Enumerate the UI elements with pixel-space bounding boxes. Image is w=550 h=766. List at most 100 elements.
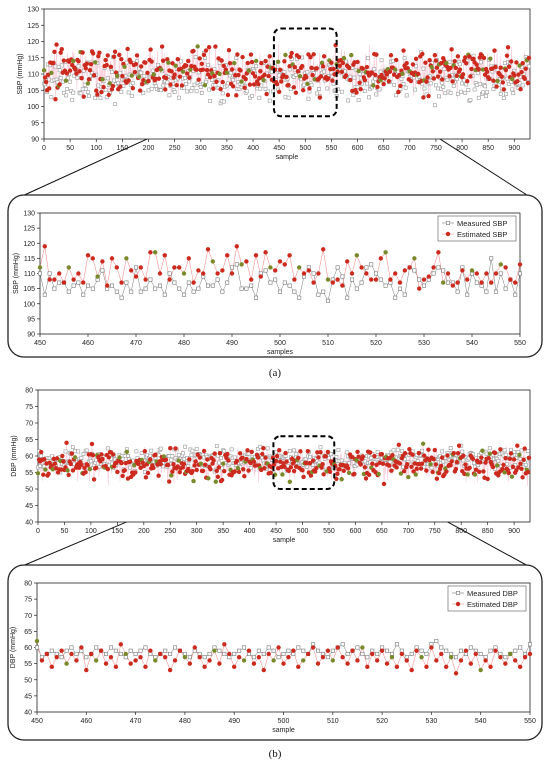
point-measured xyxy=(282,280,287,285)
legend-marker-estimated xyxy=(445,231,451,237)
point-estimated xyxy=(349,52,354,58)
point-measured xyxy=(220,289,225,294)
point-estimated xyxy=(450,79,455,84)
point-measured xyxy=(206,283,211,288)
point-measured xyxy=(465,292,470,297)
point-estimated xyxy=(517,452,522,458)
point-measured xyxy=(478,60,483,65)
point-estimated xyxy=(292,64,298,70)
point-measured xyxy=(325,655,330,660)
point-estimated xyxy=(326,466,332,471)
point-measured xyxy=(138,289,143,294)
point-estimated xyxy=(262,465,267,471)
point-measured xyxy=(339,458,344,463)
point-estimated xyxy=(256,654,262,660)
point-estimated xyxy=(204,67,210,73)
y-tick-label: 125 xyxy=(23,226,35,233)
point-estimated xyxy=(296,455,301,461)
point-estimated xyxy=(203,48,209,53)
point-estimated xyxy=(381,81,386,87)
point-estimated xyxy=(66,265,72,270)
point-estimated xyxy=(133,658,138,663)
point-measured xyxy=(214,444,219,449)
point-measured xyxy=(503,286,508,291)
y-tick-label: 55 xyxy=(25,470,33,477)
legend-label-estimated: Estimated SBP xyxy=(457,230,507,239)
point-estimated xyxy=(267,54,272,59)
point-estimated xyxy=(460,72,466,77)
point-estimated xyxy=(508,451,514,456)
point-measured xyxy=(274,450,278,455)
point-measured xyxy=(182,457,186,461)
point-estimated xyxy=(165,462,171,468)
point-estimated xyxy=(244,259,249,264)
point-measured xyxy=(182,292,187,297)
point-estimated xyxy=(468,661,474,666)
point-estimated xyxy=(463,648,469,653)
point-estimated xyxy=(513,280,518,285)
point-estimated xyxy=(59,467,64,472)
y-tick-label: 95 xyxy=(31,120,39,127)
point-estimated xyxy=(49,664,54,670)
point-measured xyxy=(230,265,235,270)
point-estimated xyxy=(191,280,196,285)
point-estimated xyxy=(216,56,221,61)
point-measured xyxy=(468,645,473,650)
point-measured xyxy=(498,271,503,276)
point-estimated xyxy=(320,461,325,467)
point-estimated xyxy=(232,469,237,474)
point-measured xyxy=(168,651,173,656)
point-estimated xyxy=(143,664,148,670)
point-estimated xyxy=(220,268,225,273)
point-estimated xyxy=(249,277,254,282)
point-measured xyxy=(257,95,262,100)
point-estimated xyxy=(373,277,379,282)
point-measured xyxy=(375,449,380,454)
point-estimated xyxy=(81,280,86,285)
point-measured xyxy=(75,75,80,80)
x-tick-label: 530 xyxy=(418,340,430,347)
point-measured xyxy=(167,271,172,276)
point-estimated xyxy=(307,460,313,466)
point-estimated xyxy=(362,465,368,470)
point-estimated xyxy=(484,271,489,276)
point-estimated xyxy=(340,283,345,288)
point-measured xyxy=(196,286,201,291)
point-measured xyxy=(291,74,296,79)
point-estimated xyxy=(354,90,359,95)
point-estimated xyxy=(275,59,281,64)
caption-a: (a) xyxy=(269,367,282,379)
point-estimated xyxy=(105,53,110,58)
point-estimated xyxy=(205,247,211,252)
point-estimated xyxy=(297,74,303,79)
point-measured xyxy=(431,271,436,276)
point-measured xyxy=(441,268,446,273)
point-estimated xyxy=(444,469,449,474)
point-estimated xyxy=(156,473,161,478)
point-measured xyxy=(436,265,441,270)
point-measured xyxy=(84,448,89,453)
point-estimated xyxy=(455,450,461,456)
point-measured xyxy=(59,655,64,660)
point-estimated xyxy=(212,73,217,79)
point-measured xyxy=(124,280,129,285)
point-measured xyxy=(199,91,204,95)
point-estimated xyxy=(387,463,392,468)
x-tick-label: 500 xyxy=(299,145,311,152)
point-estimated xyxy=(291,85,296,90)
point-estimated xyxy=(319,465,324,470)
point-estimated xyxy=(379,452,385,457)
point-estimated xyxy=(103,463,108,469)
point-estimated xyxy=(282,464,287,470)
point-estimated xyxy=(139,64,144,69)
point-measured xyxy=(485,90,490,94)
point-estimated xyxy=(63,78,69,83)
x-tick-label: 550 xyxy=(323,528,335,535)
point-estimated xyxy=(41,68,47,73)
point-estimated xyxy=(187,661,193,666)
point-estimated xyxy=(138,654,143,660)
point-measured xyxy=(114,289,119,294)
point-estimated xyxy=(136,461,141,467)
point-measured xyxy=(113,648,118,653)
point-estimated xyxy=(307,86,312,91)
